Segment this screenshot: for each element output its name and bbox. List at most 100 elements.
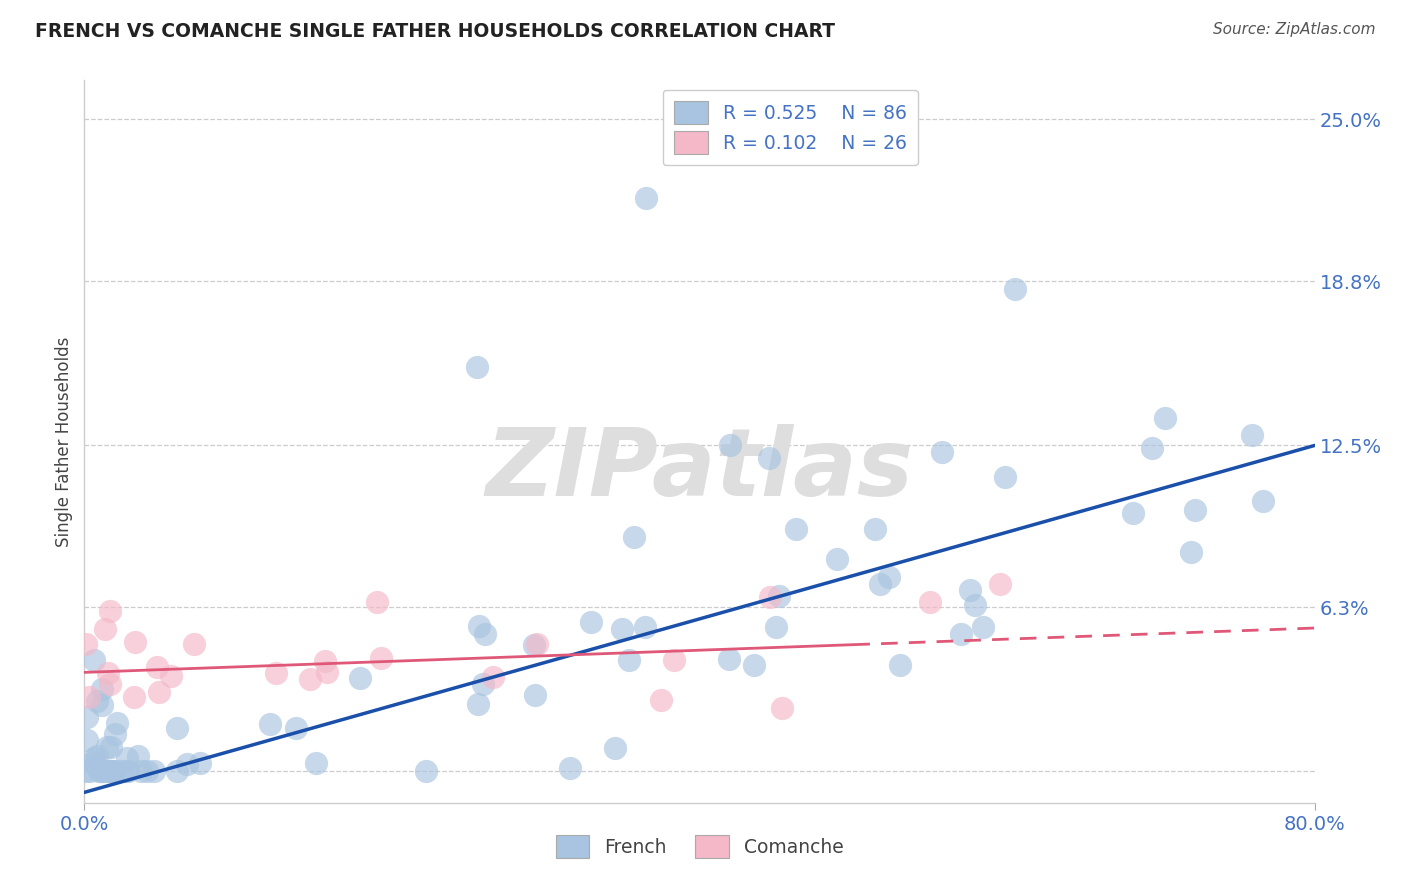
Point <box>83 653 105 667</box>
Point <box>98 764 121 779</box>
Point <box>264 665 287 680</box>
Point <box>1122 506 1144 520</box>
Point <box>122 690 145 705</box>
Point <box>87 764 110 778</box>
Point <box>662 653 685 667</box>
Point <box>176 757 198 772</box>
Point <box>1004 282 1026 296</box>
Point <box>86 694 108 708</box>
Point <box>91 764 114 779</box>
Point <box>98 676 121 690</box>
Point <box>623 530 645 544</box>
Point <box>869 576 891 591</box>
Point <box>524 688 547 702</box>
Point <box>82 755 104 769</box>
Point <box>472 677 495 691</box>
Point <box>97 764 120 779</box>
Point <box>148 685 170 699</box>
Point <box>129 764 152 779</box>
Point <box>166 721 188 735</box>
Point <box>468 618 491 632</box>
Point <box>115 751 138 765</box>
Point <box>1180 544 1202 558</box>
Point <box>316 665 339 679</box>
Point <box>104 727 127 741</box>
Point <box>86 749 108 764</box>
Point <box>114 764 136 779</box>
Legend: French, Comanche: French, Comanche <box>548 828 851 865</box>
Point <box>143 764 166 779</box>
Point <box>98 604 121 618</box>
Point <box>76 710 98 724</box>
Point <box>758 451 780 466</box>
Point <box>75 637 97 651</box>
Point <box>100 764 122 779</box>
Point <box>91 764 114 779</box>
Point <box>183 637 205 651</box>
Point <box>1184 502 1206 516</box>
Point <box>526 637 548 651</box>
Point <box>965 599 987 613</box>
Point <box>1142 441 1164 455</box>
Point <box>1240 427 1263 442</box>
Y-axis label: Single Father Households: Single Father Households <box>55 336 73 547</box>
Point <box>950 627 973 641</box>
Point <box>97 665 120 680</box>
Point <box>718 438 741 452</box>
Point <box>768 589 790 603</box>
Point <box>558 760 581 774</box>
Point <box>127 748 149 763</box>
Point <box>98 764 121 779</box>
Point <box>159 669 181 683</box>
Point <box>86 758 108 772</box>
Point <box>108 764 131 779</box>
Point <box>349 671 371 685</box>
Text: Source: ZipAtlas.com: Source: ZipAtlas.com <box>1212 22 1375 37</box>
Point <box>612 622 634 636</box>
Point <box>188 756 211 770</box>
Point <box>314 654 336 668</box>
Point <box>617 652 640 666</box>
Point <box>96 739 118 754</box>
Point <box>988 577 1011 591</box>
Point <box>415 764 437 779</box>
Point <box>825 551 848 566</box>
Point <box>117 764 139 779</box>
Point <box>605 740 627 755</box>
Point <box>920 595 942 609</box>
Point <box>76 733 98 747</box>
Point <box>467 697 489 711</box>
Point <box>877 569 900 583</box>
Point <box>77 690 100 705</box>
Point <box>634 620 657 634</box>
Point <box>742 658 765 673</box>
Point <box>889 658 911 673</box>
Point <box>717 652 740 666</box>
Point <box>305 756 328 770</box>
Point <box>634 191 657 205</box>
Point <box>785 522 807 536</box>
Point <box>124 635 146 649</box>
Point <box>765 620 787 634</box>
Point <box>972 620 994 634</box>
Point <box>96 764 118 779</box>
Point <box>931 445 953 459</box>
Point <box>1153 411 1175 425</box>
Point <box>90 764 112 779</box>
Point <box>366 595 388 609</box>
Point <box>83 751 105 765</box>
Point <box>259 716 281 731</box>
Point <box>650 693 672 707</box>
Point <box>105 715 128 730</box>
Point <box>136 764 159 779</box>
Point <box>579 615 602 629</box>
Point <box>100 740 122 755</box>
Point <box>94 622 117 636</box>
Point <box>1253 493 1275 508</box>
Point <box>758 590 780 604</box>
Point <box>299 672 322 686</box>
Point <box>370 651 392 665</box>
Text: FRENCH VS COMANCHE SINGLE FATHER HOUSEHOLDS CORRELATION CHART: FRENCH VS COMANCHE SINGLE FATHER HOUSEHO… <box>35 22 835 41</box>
Point <box>770 700 793 714</box>
Point <box>101 764 124 779</box>
